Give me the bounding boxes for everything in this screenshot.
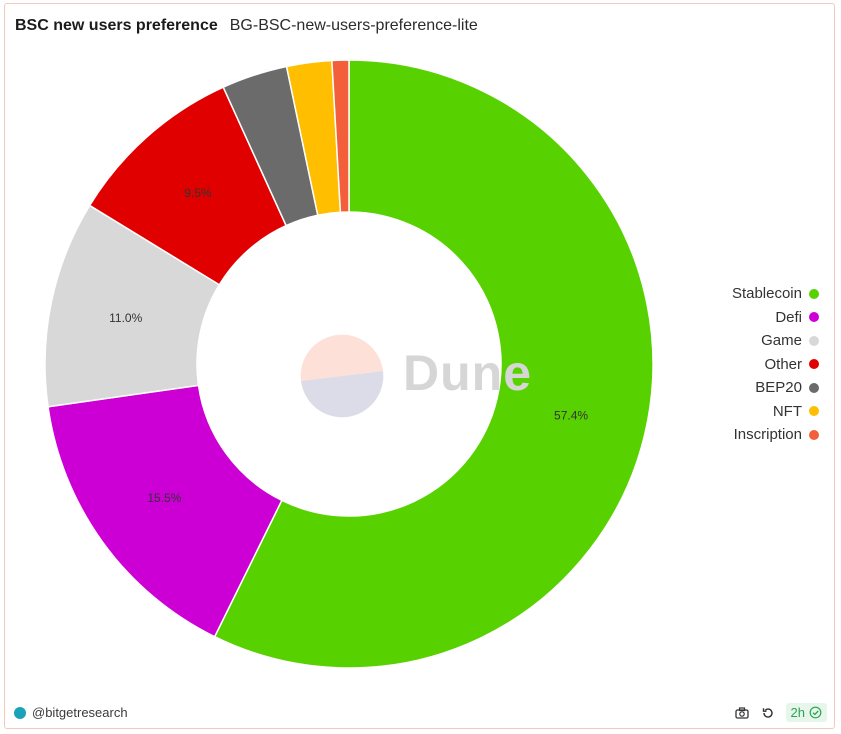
footer-actions: 2h [734,703,827,722]
avatar [14,706,26,719]
legend: Stablecoin Defi Game Other BEP20 NFT Inscripti… [732,282,819,447]
legend-item-bep20[interactable]: BEP20 [732,376,819,400]
author-handle[interactable]: @bitgetresearch [32,705,128,720]
data-label-game: 11.0% [109,311,142,325]
data-label-defi: 15.5% [147,491,181,505]
legend-swatch [809,335,819,346]
slice-inscription[interactable] [331,59,350,214]
refresh-age: 2h [790,705,805,720]
author-link[interactable]: @bitgetresearch [14,705,128,720]
chart-header: BSC new users preference BG-BSC-new-user… [15,17,478,35]
legend-swatch [809,312,819,323]
slice-defi[interactable] [47,384,283,638]
data-labels-group: 57.4% 15.5% 11.0% 9.5% [109,186,588,505]
data-label-other: 9.5% [184,186,212,200]
legend-label: Inscription [733,426,802,444]
legend-label: Game [761,332,802,350]
legend-label: NFT [772,402,802,420]
legend-item-inscription[interactable]: Inscription [732,423,819,447]
legend-label: Stablecoin [731,285,802,303]
legend-swatch [809,429,819,440]
check-circle-icon [809,706,822,719]
refresh-badge[interactable]: 2h [785,703,827,722]
camera-icon[interactable] [734,705,750,721]
data-label-stablecoin: 57.4% [554,409,588,423]
chart-title: BSC new users preference [15,17,218,34]
legend-label: Defi [775,308,802,326]
legend-label: Other [764,355,802,373]
slice-stablecoin[interactable] [213,59,654,669]
refresh-icon[interactable] [760,705,776,721]
legend-swatch [809,288,819,299]
legend-item-stablecoin[interactable]: Stablecoin [732,282,819,306]
legend-swatch [809,359,819,370]
legend-item-other[interactable]: Other [732,353,819,377]
watermark-text: Dune [403,345,532,401]
query-name[interactable]: BG-BSC-new-users-preference-lite [229,17,478,34]
legend-item-defi[interactable]: Defi [732,306,819,330]
legend-item-nft[interactable]: NFT [732,400,819,424]
dune-logo-icon [300,334,384,418]
legend-label: BEP20 [755,379,802,397]
slices-group [44,59,654,669]
legend-swatch [809,406,819,417]
legend-item-game[interactable]: Game [732,329,819,353]
legend-swatch [809,382,819,393]
